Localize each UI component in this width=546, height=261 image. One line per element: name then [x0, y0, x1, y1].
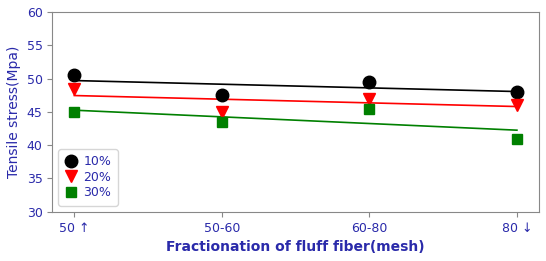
- 20%: [514, 104, 520, 107]
- 10%: [218, 94, 225, 97]
- Line: 10%: 10%: [68, 69, 523, 102]
- Legend: 10%, 20%, 30%: 10%, 20%, 30%: [58, 149, 117, 205]
- 30%: [218, 120, 225, 123]
- 30%: [514, 137, 520, 140]
- 10%: [514, 90, 520, 93]
- Y-axis label: Tensile stress(Mpa): Tensile stress(Mpa): [7, 46, 21, 178]
- Line: 20%: 20%: [69, 83, 523, 117]
- Line: 30%: 30%: [69, 104, 522, 143]
- 20%: [71, 87, 78, 90]
- 10%: [71, 74, 78, 77]
- 20%: [218, 110, 225, 114]
- 30%: [71, 110, 78, 114]
- 20%: [366, 97, 373, 100]
- X-axis label: Fractionation of fluff fiber(mesh): Fractionation of fluff fiber(mesh): [167, 240, 425, 254]
- 30%: [366, 107, 373, 110]
- 10%: [366, 80, 373, 84]
